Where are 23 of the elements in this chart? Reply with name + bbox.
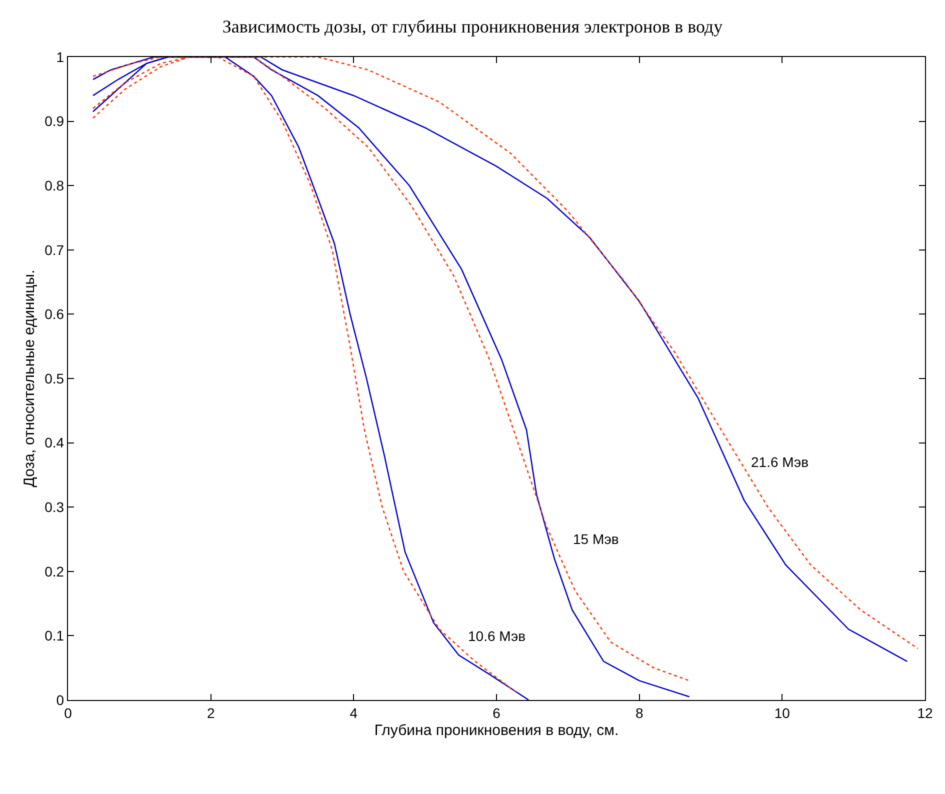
- y-tick-label: 0: [56, 692, 64, 708]
- y-tick-label: 0.9: [44, 113, 64, 130]
- y-tick-label: 1: [56, 48, 64, 65]
- y-tick-label: 0.6: [44, 306, 64, 322]
- y-tick-label: 0.1: [44, 628, 64, 644]
- chart-title: Зависимость дозы, от глубины проникновения электронов в воду: [222, 16, 723, 36]
- x-tick-label: 4: [350, 704, 358, 721]
- y-tick-label: 0.5: [44, 370, 64, 386]
- x-tick-label: 8: [635, 704, 644, 721]
- y-tick-label: 0.7: [44, 242, 64, 258]
- y-tick-label: 0.2: [44, 563, 64, 580]
- x-tick-label: 6: [492, 704, 501, 721]
- y-tick-label: 0.8: [44, 178, 64, 194]
- y-tick-label: 0.4: [44, 434, 64, 451]
- series-label: 10.6 Мэв: [468, 628, 526, 644]
- series-label: 21.6 Мэв: [751, 454, 809, 470]
- x-tick-label: 12: [917, 704, 933, 721]
- x-tick-label: 10: [774, 704, 790, 721]
- x-axis-title: Глубина проникновения в воду, см.: [374, 722, 619, 739]
- series-label: 15 Мэв: [573, 531, 619, 547]
- y-axis-title: Доза, относительные единицы.: [20, 270, 38, 488]
- y-tick-label: 0.3: [44, 499, 64, 515]
- x-tick-label: 2: [206, 704, 215, 721]
